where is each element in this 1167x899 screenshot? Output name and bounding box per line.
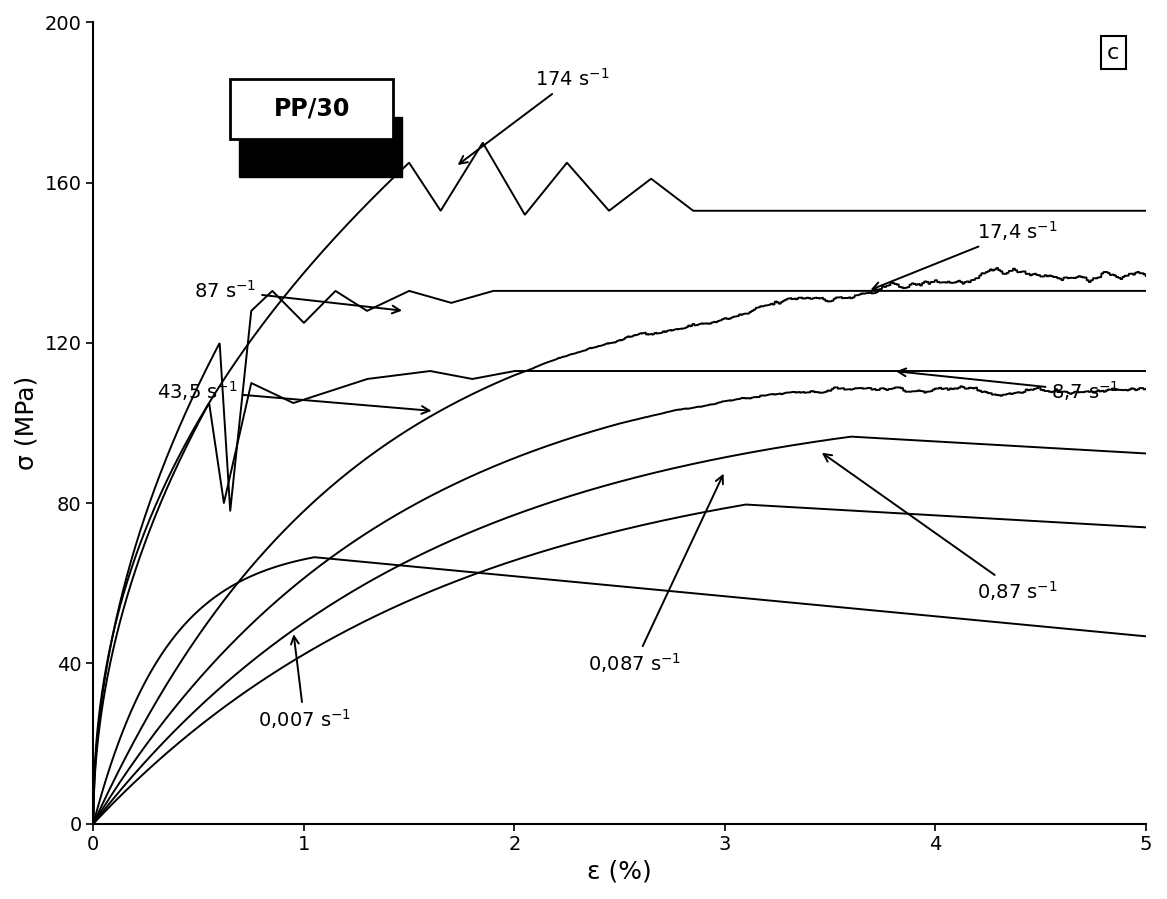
Text: PP/30: PP/30 — [273, 96, 350, 120]
Y-axis label: σ (MPa): σ (MPa) — [15, 376, 39, 470]
Text: 0,007 s$^{-1}$: 0,007 s$^{-1}$ — [258, 636, 351, 732]
Text: c: c — [1107, 42, 1119, 63]
Text: 174 s$^{-1}$: 174 s$^{-1}$ — [460, 67, 610, 164]
X-axis label: ε (%): ε (%) — [587, 860, 652, 884]
Text: 87 s$^{-1}$: 87 s$^{-1}$ — [195, 280, 400, 314]
Text: 8,7 s$^{-1}$: 8,7 s$^{-1}$ — [899, 369, 1119, 403]
FancyBboxPatch shape — [230, 78, 393, 138]
Text: 0,087 s$^{-1}$: 0,087 s$^{-1}$ — [588, 476, 722, 675]
FancyBboxPatch shape — [238, 117, 401, 177]
Text: 43,5 s$^{-1}$: 43,5 s$^{-1}$ — [156, 379, 429, 414]
Text: 17,4 s$^{-1}$: 17,4 s$^{-1}$ — [873, 218, 1058, 289]
Text: 0,87 s$^{-1}$: 0,87 s$^{-1}$ — [824, 454, 1058, 603]
